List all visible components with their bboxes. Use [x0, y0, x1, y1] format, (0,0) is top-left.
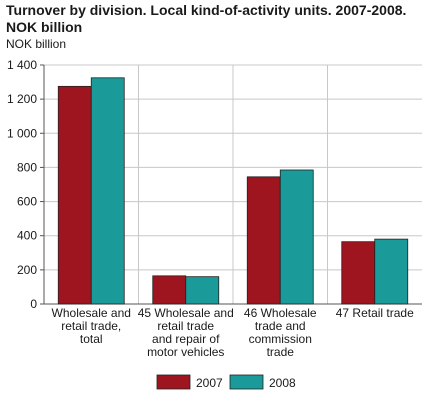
y-tick-label: 1 200: [7, 92, 37, 106]
bar-2008: [90, 77, 125, 305]
y-tick-label: 1 400: [7, 58, 37, 72]
x-category-label: 46 Wholesale: [244, 306, 317, 320]
x-category-label: commission: [249, 332, 312, 346]
x-category-label: retail trade,: [61, 319, 121, 333]
x-category-label: trade and: [255, 319, 306, 333]
chart-title-line-1: Turnover by division. Local kind-of-acti…: [6, 2, 407, 18]
x-category-label: motor vehicles: [147, 345, 224, 359]
y-tick-label: 400: [17, 229, 37, 243]
bar-2007: [246, 176, 281, 305]
chart-title: Turnover by division. Local kind-of-acti…: [6, 2, 426, 36]
y-tick-label: 0: [30, 297, 37, 311]
bar-2007: [152, 275, 187, 305]
y-axis-label: NOK billion: [6, 37, 66, 51]
x-category-label: retail trade: [157, 319, 214, 333]
y-tick-label: 1 000: [7, 126, 37, 140]
chart-title-line-2: NOK billion: [6, 19, 83, 35]
bar-2008: [374, 238, 409, 305]
x-category-label: Wholesale and: [52, 306, 131, 320]
legend-label-2007: 2007: [196, 376, 223, 390]
bar-2007: [341, 241, 376, 305]
bar-2007: [57, 85, 92, 305]
x-category-label: trade: [267, 345, 295, 359]
y-tick-label: 200: [17, 263, 37, 277]
y-tick-label: 800: [17, 160, 37, 174]
legend-swatch-2007: [156, 374, 191, 390]
x-category-label: total: [80, 332, 103, 346]
x-category-label: 47 Retail trade: [336, 306, 414, 320]
y-tick-label: 600: [17, 195, 37, 209]
x-category-label: 45 Wholesale and: [138, 306, 234, 320]
legend-label-2008: 2008: [269, 376, 296, 390]
legend-swatch-2008: [229, 374, 264, 390]
x-category-label: and repair of: [152, 332, 220, 346]
bar-2008: [279, 169, 314, 305]
bar-2008: [185, 276, 220, 305]
